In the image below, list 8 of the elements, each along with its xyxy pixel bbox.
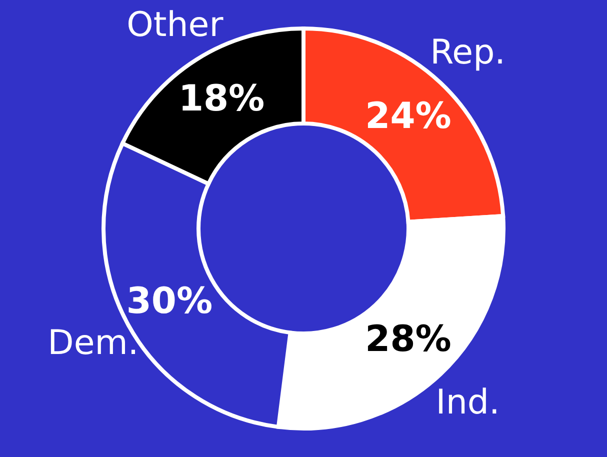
slice-label: Rep.: [430, 32, 506, 73]
data-label: 28%: [365, 319, 452, 360]
data-label: 24%: [365, 96, 452, 137]
slice-label: Other: [126, 4, 224, 45]
slice-label: Ind.: [436, 382, 500, 422]
slice-label: Dem.: [48, 323, 139, 364]
data-label: 18%: [178, 78, 265, 120]
data-label: 30%: [126, 281, 213, 322]
